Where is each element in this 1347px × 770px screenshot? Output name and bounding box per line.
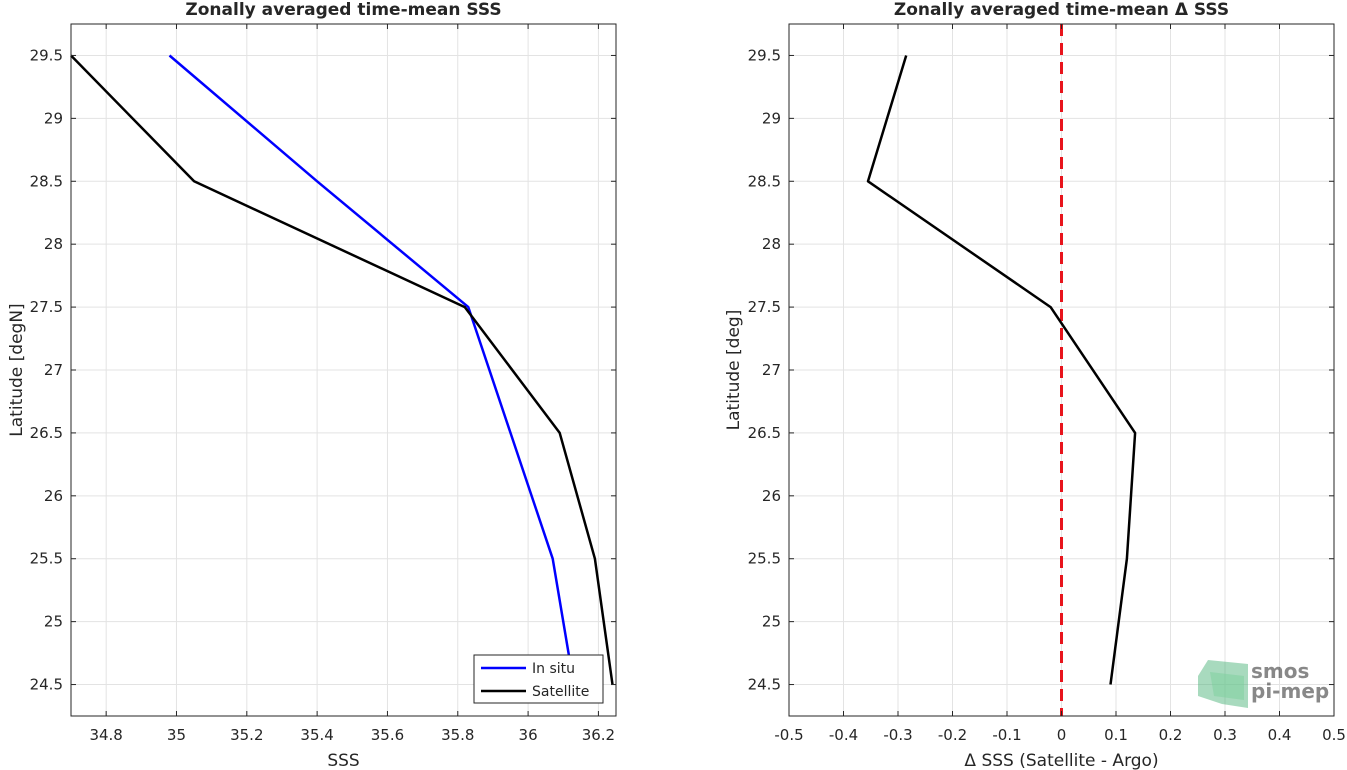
delta-sss-axes: -0.5 -0.4 -0.3 -0.2 -0.1 0 0.1 0.2 0.3 0.4 0.5 24.5… (724, 0, 1346, 770)
sss-y-tick-label: 28.5 (30, 172, 63, 190)
sss-y-tick-label: 29 (44, 109, 63, 127)
delta-sss-y-tick-label: 26 (762, 487, 781, 505)
delta-sss-x-tick-label: -0.5 (774, 726, 803, 744)
sss-x-tick-label: 35.4 (300, 726, 333, 744)
sss-x-axis-label: SSS (327, 751, 359, 770)
delta-sss-ticks: -0.5 -0.4 -0.3 -0.2 -0.1 0 0.1 0.2 0.3 0.4 0.5 24.5… (748, 24, 1346, 744)
delta-sss-x-tick-label: -0.2 (938, 726, 967, 744)
delta-sss-y-tick-label: 25.5 (748, 550, 781, 568)
delta-sss-x-tick-label: -0.3 (883, 726, 912, 744)
logo-text-smos: smos (1251, 659, 1309, 683)
logo-text-pi-mep: pi-mep (1251, 679, 1329, 703)
series-line-in-situ (168, 54, 576, 685)
legend-label-satellite: Satellite (532, 684, 589, 700)
delta-sss-x-tick-label: -0.4 (829, 726, 858, 744)
sss-series (70, 54, 614, 685)
sss-y-tick-label: 25.5 (30, 550, 63, 568)
sss-axes: 34.8 35 35.2 35.4 35.6 35.8 36 36.2 24.5 25 25.5 26… (7, 0, 617, 770)
delta-sss-y-axis-label: Latitude [deg] (724, 310, 744, 431)
delta-sss-y-tick-label: 27 (762, 361, 781, 379)
sss-x-tick-label: 35.6 (371, 726, 404, 744)
delta-sss-x-axis-label: Δ SSS (Satellite - Argo) (964, 751, 1158, 770)
delta-sss-x-tick-label: 0.3 (1213, 726, 1237, 744)
series-line-satellite (70, 54, 614, 685)
delta-sss-x-tick-label: 0.1 (1104, 726, 1128, 744)
sss-y-tick-label: 26 (44, 487, 63, 505)
sss-x-tick-label: 35 (167, 726, 186, 744)
delta-sss-y-tick-label: 26.5 (748, 424, 781, 442)
sss-x-tick-label: 35.8 (441, 726, 474, 744)
delta-sss-x-tick-label: 0.2 (1159, 726, 1183, 744)
sss-x-tick-label: 36 (519, 726, 538, 744)
delta-sss-y-tick-label: 29.5 (748, 46, 781, 64)
delta-sss-series (866, 24, 1137, 716)
sss-y-axis-label: Latitude [degN] (7, 303, 27, 436)
sss-y-tick-label: 29.5 (30, 46, 63, 64)
sss-y-tick-label: 26.5 (30, 424, 63, 442)
sss-y-tick-label: 27 (44, 361, 63, 379)
sss-ticks: 34.8 35 35.2 35.4 35.6 35.8 36 36.2 24.5 25 25.5 26… (30, 24, 616, 744)
sss-legend: In situ Satellite (473, 654, 604, 704)
delta-sss-y-tick-label: 25 (762, 613, 781, 631)
logo-wave-mark-inner (1210, 672, 1244, 700)
delta-sss-y-tick-label: 28 (762, 235, 781, 253)
delta-sss-x-tick-label: -0.1 (992, 726, 1021, 744)
sss-x-tick-label: 34.8 (89, 726, 122, 744)
delta-sss-chart-title: Zonally averaged time-mean Δ SSS (894, 0, 1229, 20)
legend-box (473, 654, 604, 704)
delta-sss-y-tick-label: 27.5 (748, 298, 781, 316)
sss-y-tick-label: 28 (44, 235, 63, 253)
sss-chart-title: Zonally averaged time-mean SSS (185, 0, 501, 20)
delta-sss-y-tick-label: 29 (762, 109, 781, 127)
sss-y-tick-label: 27.5 (30, 298, 63, 316)
sss-x-tick-label: 35.2 (230, 726, 263, 744)
sss-x-tick-label: 36.2 (582, 726, 615, 744)
smos-pi-mep-logo: smos pi-mep (1198, 659, 1329, 708)
sss-y-tick-label: 25 (44, 613, 63, 631)
delta-sss-x-tick-label: 0 (1057, 726, 1067, 744)
sss-y-tick-label: 24.5 (30, 676, 63, 694)
delta-sss-x-tick-label: 0.5 (1322, 726, 1346, 744)
legend-label-in-situ: In situ (532, 661, 575, 677)
delta-sss-y-tick-label: 24.5 (748, 676, 781, 694)
series-line-delta (866, 55, 1137, 685)
delta-sss-x-tick-label: 0.4 (1268, 726, 1292, 744)
sss-grid (71, 24, 616, 716)
delta-sss-y-tick-label: 28.5 (748, 172, 781, 190)
